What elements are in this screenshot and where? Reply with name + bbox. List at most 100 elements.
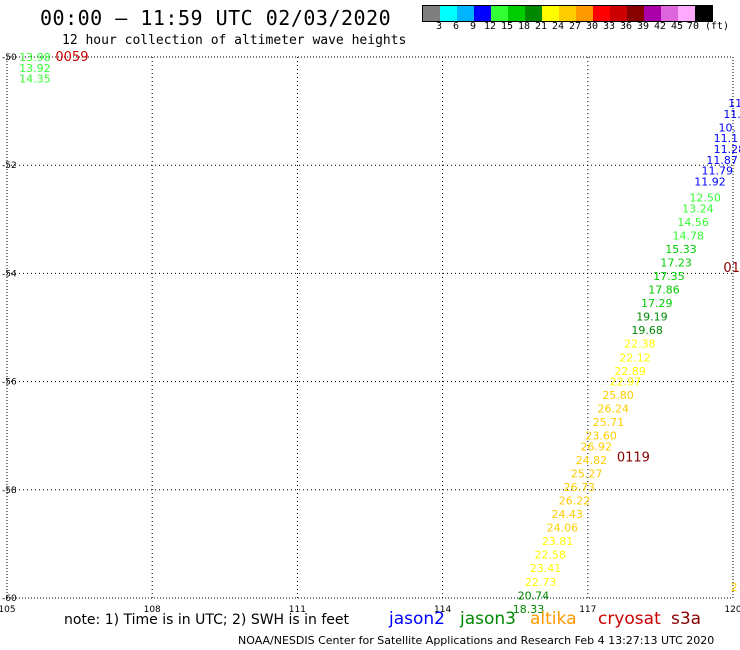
map-frame (6, 56, 734, 599)
scale-label: 21 (534, 21, 548, 32)
scale-swatch (525, 6, 542, 21)
scale-swatch (661, 6, 678, 21)
x-tick-label: 117 (579, 605, 596, 615)
scale-swatch (474, 6, 491, 21)
wave-height-value: 18.33 (513, 603, 545, 616)
scale-label: 42 (653, 21, 667, 32)
wave-height-value: 13.24 (682, 202, 714, 215)
wave-height-value: 25.71 (593, 416, 625, 429)
scale-label: 6 (452, 21, 460, 32)
scale-label: 70 (ft) (686, 21, 730, 32)
footer-credit: NOAA/NESDIS Center for Satellite Applica… (238, 634, 715, 647)
wave-height-value: 22.97 (610, 376, 642, 389)
scale-label: 45 (670, 21, 684, 32)
wave-height-value: 26.24 (597, 403, 629, 416)
wave-height-value: 25.80 (602, 389, 634, 402)
scale-swatch (423, 6, 440, 21)
wave-height-value: 24.06 (547, 522, 579, 535)
scale-label: 30 (585, 21, 599, 32)
wave-height-value: 25.27 (571, 468, 603, 481)
scale-swatch (576, 6, 593, 21)
y-tick-label: -52 (2, 161, 17, 171)
satellite-legend-altika: altika (530, 609, 577, 629)
y-tick-label: -58 (2, 486, 17, 496)
scale-label: 12 (483, 21, 497, 32)
wave-height-value: 22.38 (624, 338, 656, 351)
wave-height-value: 11.28 (714, 143, 740, 156)
scale-label: 3 (435, 21, 443, 32)
scale-label: 36 (619, 21, 633, 32)
wave-height-value: 14.35 (19, 73, 50, 86)
wave-height-value: 23.81 (542, 535, 574, 548)
page-subtitle: 12 hour collection of altimeter wave hei… (62, 33, 407, 48)
scale-swatch (644, 6, 661, 21)
wave-height-value: 11.1 (714, 132, 739, 145)
scale-swatch (678, 6, 695, 21)
wave-height-value: 11.87 (706, 154, 738, 167)
scale-swatch (508, 6, 525, 21)
wave-height-value: 22.89 (614, 365, 646, 378)
wave-height-value: 20.74 (518, 589, 550, 602)
x-tick-label: 105 (0, 605, 16, 615)
y-tick-label: -60 (2, 594, 17, 604)
wave-height-value: 14.56 (677, 216, 709, 229)
wave-height-value: 11. (723, 108, 740, 121)
scale-label: 24 (551, 21, 565, 32)
scale-label: 18 (517, 21, 531, 32)
color-scale-labels: 3 6 9 12 15 18 21 24 27 30 33 36 39 42 45 70 (ft) (422, 21, 740, 35)
x-tick-label: 108 (144, 605, 161, 615)
scale-swatch (440, 6, 457, 21)
wave-height-value: 23.60 (585, 430, 617, 443)
wave-height-value: 14.78 (673, 230, 705, 243)
time-label: 0119 (617, 450, 650, 465)
scale-swatch (593, 6, 610, 21)
wave-height-value: 24.82 (576, 454, 608, 467)
x-tick-label: 111 (289, 605, 306, 615)
time-label: 0059 (55, 50, 88, 65)
scale-swatch (559, 6, 576, 21)
wave-height-value: 11. (728, 97, 740, 110)
y-tick-label: -50 (2, 53, 17, 63)
scale-label: 39 (636, 21, 650, 32)
wave-height-value: 11.92 (694, 175, 726, 188)
scale-label: 15 (500, 21, 514, 32)
wave-height-value: 10. (718, 121, 736, 134)
scale-swatch (491, 6, 508, 21)
y-tick-label: -54 (2, 269, 17, 279)
wave-height-value: 19.19 (636, 311, 668, 324)
wave-height-value: 22.58 (535, 549, 567, 562)
scale-swatch (457, 6, 474, 21)
wave-height-value: 13.98 (19, 51, 50, 64)
wave-height-value: 23.41 (530, 562, 562, 575)
x-tick-label: 114 (434, 605, 451, 615)
wave-height-value: 13.92 (19, 62, 50, 75)
wave-height-value: 22.12 (619, 351, 651, 364)
wave-height-value: 24.43 (552, 508, 584, 521)
scale-swatch (627, 6, 644, 21)
scale-swatch (695, 6, 712, 21)
satellite-legend-jason3: jason3 (460, 609, 516, 629)
page-title: 00:00 – 11:59 UTC 02/03/2020 (40, 6, 392, 30)
wave-height-value: 17.29 (641, 297, 673, 310)
wave-height-value: 12.50 (689, 192, 721, 205)
wave-height-value: 17.23 (660, 257, 692, 270)
scale-swatch (542, 6, 559, 21)
wave-height-value: 2 (731, 581, 738, 594)
scale-swatch (610, 6, 627, 21)
color-scale-bar (422, 5, 713, 22)
x-tick-label: 120 (724, 605, 740, 615)
scale-label: 33 (602, 21, 616, 32)
wave-height-value: 19.68 (631, 324, 663, 337)
wave-height-value: 17.86 (648, 284, 680, 297)
satellite-legend-s3a: s3a (671, 609, 702, 629)
wave-height-value: 17.35 (653, 270, 685, 283)
wave-height-value: 26.73 (564, 481, 596, 494)
wave-height-value: 22.73 (525, 576, 557, 589)
wave-height-value: 11.79 (702, 165, 734, 178)
wave-height-value: 26.22 (559, 495, 591, 508)
wave-height-value: 15.33 (665, 243, 697, 256)
wave-height-value: 26.92 (581, 441, 613, 454)
satellite-legend-jason2: jason2 (389, 609, 445, 629)
y-tick-label: -56 (2, 378, 17, 388)
